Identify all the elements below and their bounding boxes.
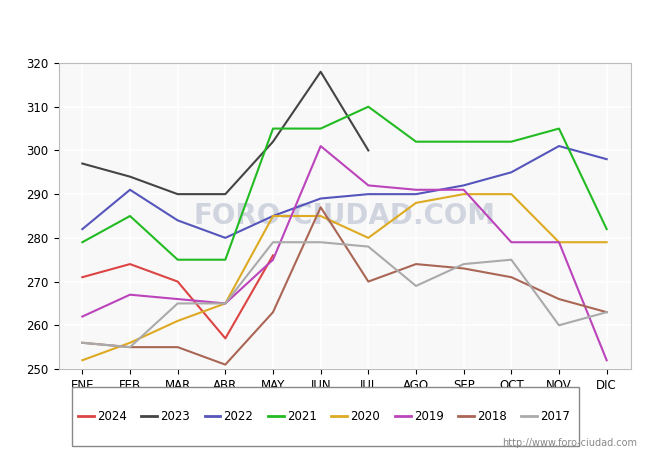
- Text: 2023: 2023: [161, 410, 190, 423]
- Text: FORO-CIUDAD.COM: FORO-CIUDAD.COM: [194, 202, 495, 230]
- Text: 2021: 2021: [287, 410, 317, 423]
- Text: 2018: 2018: [477, 410, 507, 423]
- Text: 2020: 2020: [350, 410, 380, 423]
- Text: 2024: 2024: [97, 410, 127, 423]
- Text: Afiliados en Ariza a 31/5/2024: Afiliados en Ariza a 31/5/2024: [190, 18, 460, 36]
- Text: 2022: 2022: [224, 410, 254, 423]
- FancyBboxPatch shape: [72, 387, 578, 446]
- Text: 2019: 2019: [413, 410, 443, 423]
- Text: 2017: 2017: [540, 410, 570, 423]
- Text: http://www.foro-ciudad.com: http://www.foro-ciudad.com: [502, 438, 637, 448]
